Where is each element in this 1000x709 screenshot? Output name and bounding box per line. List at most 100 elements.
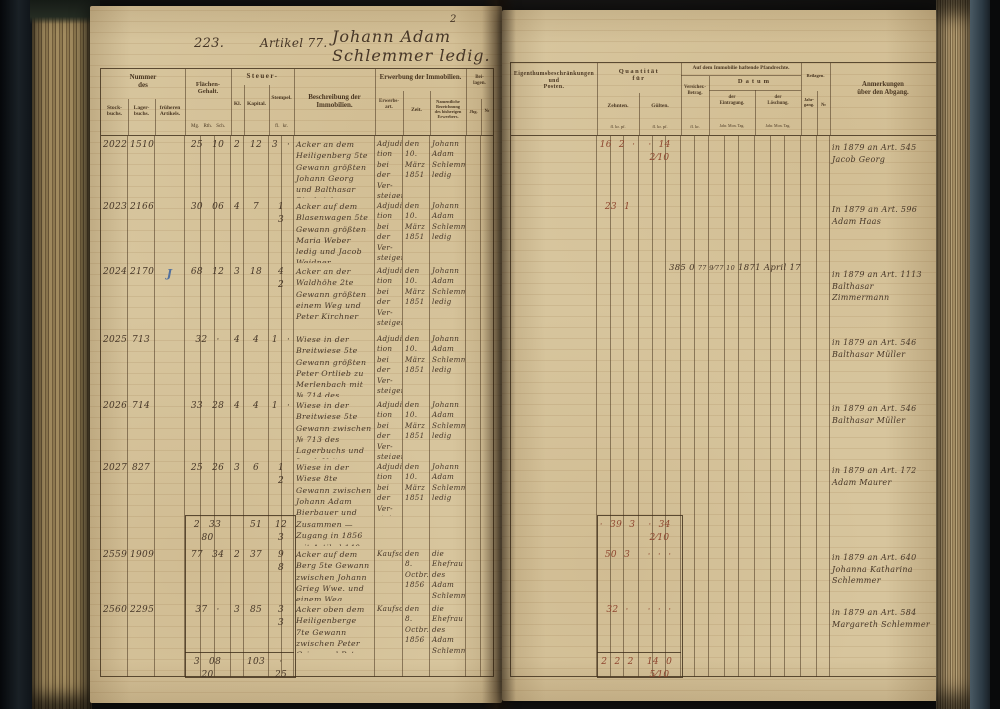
table-row: 2560 2295 37 · 3 85 3 3 Acker oben dem H…	[101, 601, 493, 653]
cell-pfand-betrag	[681, 516, 709, 546]
cell-erwerbsart: Kaufschaft	[375, 546, 403, 601]
background-right	[990, 0, 1000, 709]
cell-frueherer-artikel: J	[155, 263, 185, 331]
cell-lagerbuch-nr: 827	[128, 459, 155, 516]
cell-jahrgang	[466, 653, 481, 677]
cell-steuerklasse: 4	[231, 331, 244, 397]
cell-erwerbsart: Adjudica- tion bei der Ver- steigerung	[375, 459, 403, 516]
cell-datum-loeschung	[755, 546, 801, 601]
cell-datum-loeschung	[755, 331, 801, 397]
col-units-guelten: fl. kr. pf.	[652, 124, 668, 129]
cover-corner-shadow	[30, 0, 100, 24]
cell-jahrgang	[801, 459, 817, 516]
table-row: 2027 827 25 26 3 6 1 2 Wiese in der Wies…	[101, 459, 493, 516]
cell-guelten: 14 0 5⁄10	[639, 653, 681, 677]
cell-erwerbsart: Adjudica- tion bei der Ver- steigerung	[375, 331, 403, 397]
cell-beilage-nr	[481, 136, 493, 198]
col-header-jahrgang-right: Jahr- gang.	[803, 97, 815, 108]
cell-zehnten	[597, 397, 639, 459]
col-header-nr-right: №	[820, 103, 827, 108]
col-header-anmerkungen: Anmerkungen über den Abgang.	[857, 81, 909, 96]
table-row: 50 3 · · · in 1879 an Art. 640 Johanna K…	[511, 546, 936, 601]
cell-flaechengehalt: 30 06	[185, 198, 231, 263]
cell-steuerklasse	[231, 516, 244, 546]
cell-steuerklasse: 2	[231, 136, 244, 198]
col-header-kapital: Kapital.	[246, 101, 267, 107]
cell-jahrgang	[466, 331, 481, 397]
cell-anmerkung-abgang	[830, 653, 936, 677]
cell-eigenthumsbeschraenkung	[511, 546, 597, 601]
cell-steuerkapital: 103	[244, 653, 269, 677]
cell-stockbuch-nr: 2022	[101, 136, 128, 198]
cell-beilage-nr	[481, 263, 493, 331]
cell-zeit: den 10. März 1851	[403, 136, 430, 198]
col-header-quantitaet: Quantität für	[618, 68, 660, 83]
cell-erwerber: Johann Adam Schlemmer ledig	[430, 263, 466, 331]
cell-zehnten: 23 1	[597, 198, 639, 263]
cell-frueherer-artikel	[155, 397, 185, 459]
cell-stempel: 12 3	[269, 516, 294, 546]
cell-datum-eintragung	[709, 397, 755, 459]
cell-beschreibung: Zusammen — Zugang in 1856 mit Artikel 14…	[294, 516, 375, 546]
cell-frueherer-artikel	[155, 136, 185, 198]
cell-beschreibung: Wiese in der Wiese 8te Gewann zwischen J…	[294, 459, 375, 516]
cell-datum-loeschung	[755, 198, 801, 263]
left-table: Nummer des Stock- buchs. Lager- buchs. f…	[100, 68, 494, 678]
cell-erwerber	[430, 653, 466, 677]
cell-steuerkapital: 18	[244, 263, 269, 331]
cell-zeit: den 8. Octbr. 1856	[403, 546, 430, 601]
cell-beilage-nr	[817, 198, 830, 263]
cell-stempel: 1 2	[269, 459, 294, 516]
cell-datum-loeschung	[755, 516, 801, 546]
col-header-stempel: Stempel.	[271, 95, 292, 101]
cell-lagerbuch-nr	[128, 653, 155, 677]
cell-zeit: den 10. März 1851	[403, 263, 430, 331]
pfandrecht-betrag: 385 0	[669, 263, 695, 273]
table-row: 2022 1510 25 10 2 12 3 · Acker an dem He…	[101, 136, 493, 198]
cell-beilage-nr	[817, 397, 830, 459]
cell-lagerbuch-nr: 2166	[128, 198, 155, 263]
col-header-datum: Datum	[737, 78, 773, 85]
col-units-stempel: fl. kr.	[275, 124, 288, 129]
cell-pfand-betrag	[681, 198, 709, 263]
cell-beilage-nr	[817, 516, 830, 546]
cell-datum-eintragung	[709, 601, 755, 653]
cell-beilage-nr	[817, 331, 830, 397]
cell-erwerber: Johann Adam Schlemmer ledig	[430, 459, 466, 516]
cell-anmerkung-abgang: in 1879 an Art. 172 Adam Maurer	[832, 466, 917, 487]
col-header-pfandrechte: Auf dem Immobilie haftende Pfandrechte.	[692, 65, 790, 71]
col-units-zehnten: fl. kr. pf.	[610, 124, 626, 129]
cell-steuerkapital: 51	[244, 516, 269, 546]
cell-flaechengehalt: 33 28	[185, 397, 231, 459]
cell-pfand-betrag	[681, 546, 709, 601]
col-header-eintragung: der Eintragung.	[719, 95, 745, 106]
right-table-rows: 16 2 · · 14 2⁄10 in 1879 an Art. 545 Jac…	[511, 136, 936, 677]
col-header-frueherer-artikel: früheren Artikels.	[159, 105, 181, 118]
cell-steuerklasse: 3	[231, 601, 244, 653]
cell-zehnten: 16 2 ·	[597, 136, 639, 198]
cell-frueherer-artikel	[155, 331, 185, 397]
cell-zehnten: 32 ·	[597, 601, 639, 653]
table-row: in 1879 an Art. 546 Balthasar Müller	[511, 397, 936, 459]
cell-eigenthumsbeschraenkung	[511, 263, 597, 331]
cell-guelten	[639, 459, 681, 516]
cell-beilage-nr	[481, 459, 493, 516]
cell-steuerklasse: 3	[231, 459, 244, 516]
cell-guelten	[639, 397, 681, 459]
cell-eigenthumsbeschraenkung	[511, 331, 597, 397]
left-table-rows: 2022 1510 25 10 2 12 3 · Acker an dem He…	[101, 136, 493, 677]
cell-beilage-nr	[481, 397, 493, 459]
cell-steuerklasse: 2	[231, 546, 244, 601]
table-row: 2023 2166 30 06 4 7 1 3 Acker auf dem Bl…	[101, 198, 493, 263]
cell-beilage-nr	[481, 546, 493, 601]
cell-jahrgang	[466, 546, 481, 601]
cell-datum-loeschung	[755, 459, 801, 516]
col-header-stockbuch: Stock- buchs.	[106, 105, 123, 118]
table-row: 23 1 In 1879 an Art. 596 Adam Haas	[511, 198, 936, 263]
cell-jahrgang	[801, 601, 817, 653]
cell-datum-eintragung	[709, 546, 755, 601]
cell-flaechengehalt: 25 10	[185, 136, 231, 198]
cell-frueherer-artikel	[155, 516, 185, 546]
cell-erwerbsart: Kaufschaft	[375, 601, 403, 653]
cell-jahrgang	[466, 459, 481, 516]
